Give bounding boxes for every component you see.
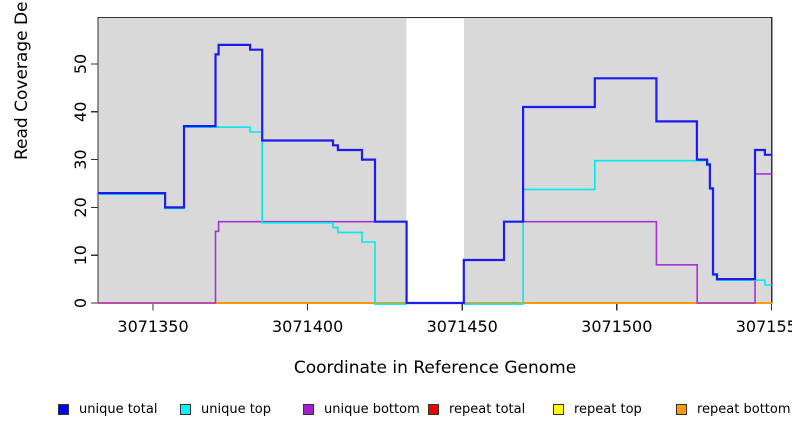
y-tick-label: 50: [71, 54, 90, 74]
legend-item-unique-total: unique total: [58, 400, 157, 418]
y-tick-label: 40: [71, 102, 90, 122]
legend-item-repeat-total: repeat total: [428, 400, 525, 418]
legend-label: unique top: [201, 401, 272, 417]
y-tick-label: 10: [71, 245, 90, 265]
legend-label: repeat bottom: [697, 401, 791, 417]
legend-label: repeat top: [574, 401, 642, 417]
legend-item-unique-bottom: unique bottom: [303, 400, 420, 418]
legend-item-repeat-top: repeat top: [553, 400, 642, 418]
series-unique-total-line: [98, 43, 772, 305]
x-tick-label: 3071550: [736, 317, 792, 336]
x-axis-title: Coordinate in Reference Genome: [293, 358, 577, 378]
legend-swatch-unique-top: [180, 403, 191, 415]
x-tick-label: 3071450: [427, 317, 498, 336]
y-tick-label: 30: [71, 149, 90, 169]
legend-item-repeat-bottom: repeat bottom: [676, 400, 791, 418]
x-tick-label: 3071350: [117, 317, 188, 336]
legend-label: repeat total: [449, 401, 526, 417]
x-tick-label: 3071400: [272, 317, 343, 336]
x-tick-label: 3071500: [581, 317, 652, 336]
legend-label: unique total: [79, 401, 158, 417]
no-data-gap: [406, 18, 464, 303]
legend-swatch-repeat-bottom: [676, 403, 687, 415]
legend-label: unique bottom: [324, 401, 420, 417]
series-unique-bottom-line: [98, 220, 407, 304]
y-tick-label: 20: [71, 197, 90, 217]
legend-item-unique-top: unique top: [180, 400, 271, 418]
legend-swatch-unique-bottom: [303, 403, 314, 415]
y-tick-label: 0: [71, 298, 90, 308]
legend-swatch-unique-total: [58, 403, 69, 415]
legend-swatch-repeat-total: [428, 403, 439, 415]
legend: unique total unique top unique bottom repea…: [0, 398, 792, 422]
legend-swatch-repeat-top: [553, 403, 564, 415]
